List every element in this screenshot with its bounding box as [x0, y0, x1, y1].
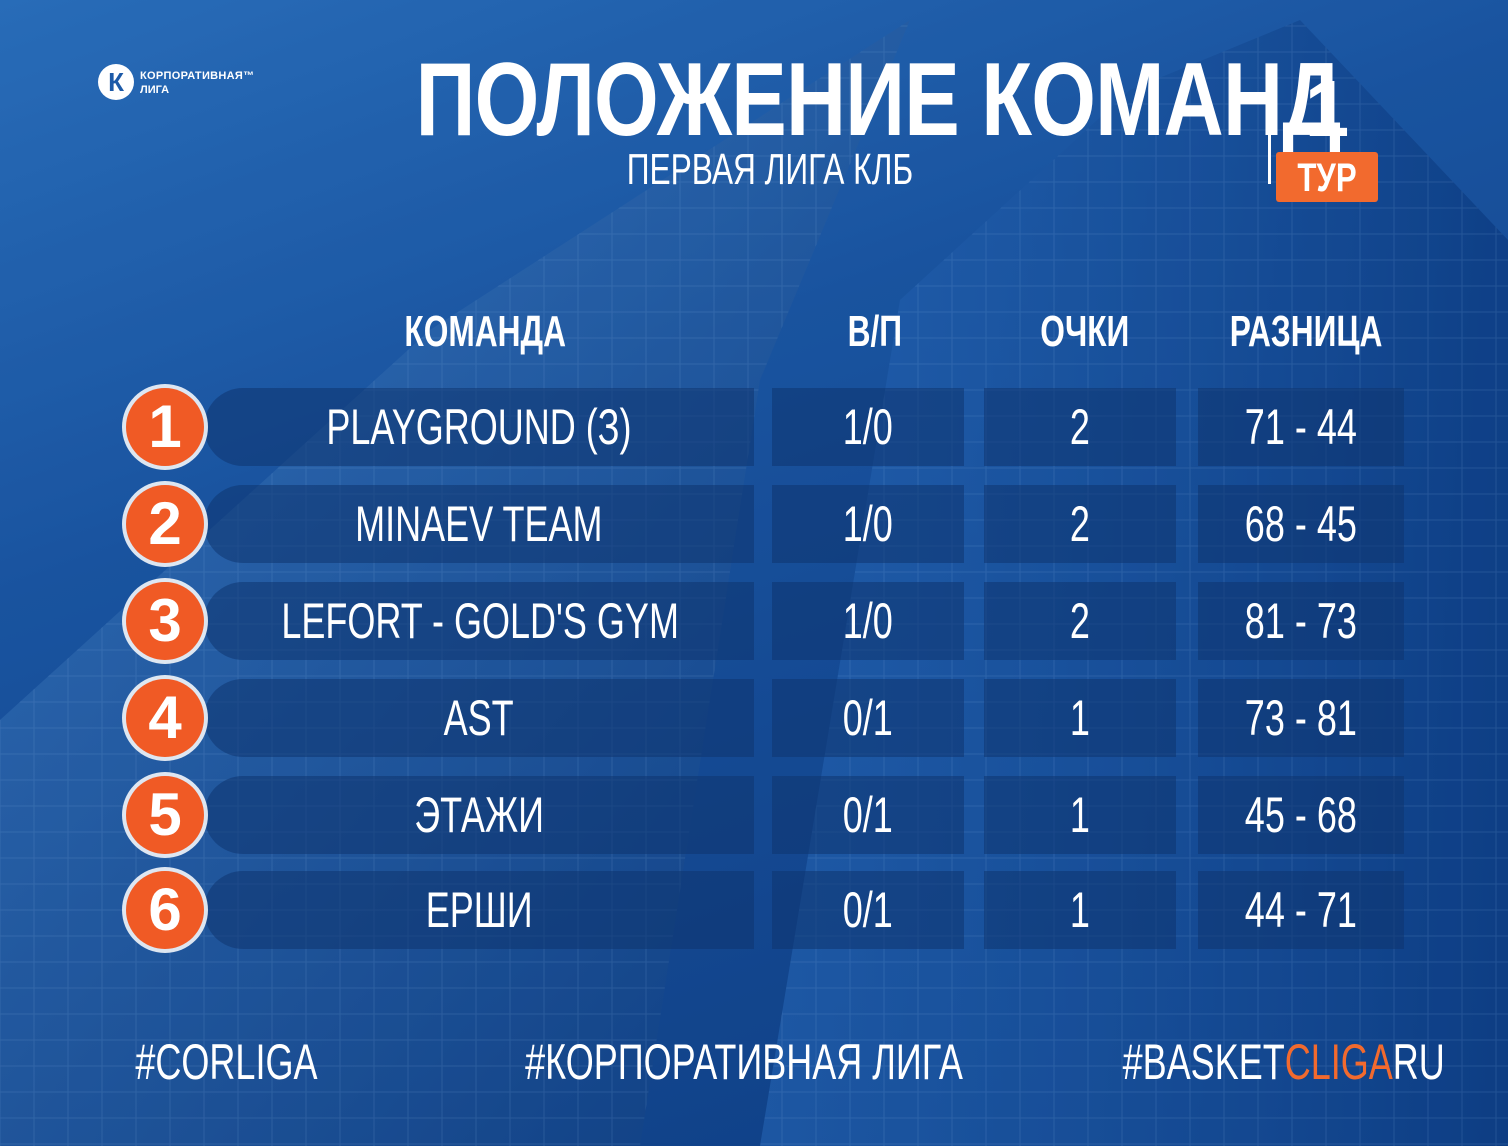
logo-text-line1: КОРПОРАТИВНАЯ™: [140, 70, 255, 82]
row-strip: [1198, 388, 1404, 466]
row-strip: [984, 679, 1176, 757]
table-row: 1 PLAYGROUND (З) 1/0 2 71 - 44: [0, 388, 1508, 466]
column-header-wl: В/П: [847, 307, 903, 356]
header-divider: [1268, 74, 1271, 184]
wins-losses: 0/1: [842, 882, 894, 938]
team-name: ЕРШИ: [425, 882, 533, 938]
table-row: 6 ЕРШИ 0/1 1 44 - 71: [0, 871, 1508, 949]
row-strip: [772, 485, 964, 563]
row-strip: [204, 485, 754, 563]
row-strip: [772, 776, 964, 854]
wins-losses: 1/0: [842, 593, 894, 649]
page-subtitle: ПЕРВАЯ ЛИГА КЛБ: [626, 145, 914, 194]
table-row: 5 ЭТАЖИ 0/1 1 45 - 68: [0, 776, 1508, 854]
hashtag-corporate-league: #КОРПОРАТИВНАЯ ЛИГА: [525, 1034, 963, 1090]
round-number: 1: [1304, 64, 1350, 153]
row-strip: [1198, 871, 1404, 949]
league-logo: К КОРПОРАТИВНАЯ™ ЛИГА: [98, 64, 298, 104]
rank-badge: 1: [126, 388, 204, 466]
hashtag-part-ru: RU: [1392, 1034, 1445, 1090]
column-header-diff: РАЗНИЦА: [1229, 307, 1383, 356]
hashtag-part-basket: #BASKET: [1122, 1034, 1285, 1090]
rank-badge: 2: [126, 485, 204, 563]
row-strip: [1198, 485, 1404, 563]
row-strip: [204, 776, 754, 854]
row-strip: [204, 679, 754, 757]
row-strip: [772, 679, 964, 757]
page-title: ПОЛОЖЕНИЕ КОМАНД: [415, 42, 1342, 158]
hashtag-part-cliga: CLIGA: [1284, 1034, 1393, 1090]
points: 2: [1069, 399, 1091, 455]
points: 1: [1069, 690, 1091, 746]
column-header-points: ОЧКИ: [1040, 307, 1130, 356]
hashtag-basketcligaru: #BASKETCLIGARU: [1060, 1030, 1445, 1094]
team-name: LEFORT - GOLD'S GYM: [281, 593, 679, 649]
row-strip: [772, 582, 964, 660]
score-difference: 68 - 45: [1244, 496, 1358, 552]
row-strip: [772, 388, 964, 466]
row-strip: [984, 776, 1176, 854]
wins-losses: 1/0: [842, 496, 894, 552]
table-row: 3 LEFORT - GOLD'S GYM 1/0 2 81 - 73: [0, 582, 1508, 660]
row-strip: [1198, 582, 1404, 660]
wins-losses: 1/0: [842, 399, 894, 455]
team-name: AST: [443, 690, 515, 746]
wins-losses: 0/1: [842, 690, 894, 746]
row-strip: [984, 871, 1176, 949]
row-strip: [1198, 776, 1404, 854]
points: 2: [1069, 496, 1091, 552]
team-name: PLAYGROUND (З): [326, 399, 632, 455]
wins-losses: 0/1: [842, 787, 894, 843]
rank-badge: 4: [126, 679, 204, 757]
rank-badge: 3: [126, 582, 204, 660]
logo-text-line2: ЛИГА: [140, 84, 170, 96]
row-strip: [1198, 679, 1404, 757]
score-difference: 71 - 44: [1244, 399, 1358, 455]
score-difference: 45 - 68: [1244, 787, 1358, 843]
row-strip: [984, 485, 1176, 563]
row-strip: [204, 388, 754, 466]
table-row: 2 MINAEV TEAM 1/0 2 68 - 45: [0, 485, 1508, 563]
points: 1: [1069, 882, 1091, 938]
row-strip: [204, 871, 754, 949]
team-name: MINAEV TEAM: [355, 496, 603, 552]
rank-badge: 5: [126, 776, 204, 854]
team-name: ЭТАЖИ: [414, 787, 544, 843]
points: 2: [1069, 593, 1091, 649]
table-row: 4 AST 0/1 1 73 - 81: [0, 679, 1508, 757]
row-strip: [984, 582, 1176, 660]
score-difference: 81 - 73: [1244, 593, 1358, 649]
rank-badge: 6: [126, 871, 204, 949]
row-strip: [984, 388, 1176, 466]
row-strip: [772, 871, 964, 949]
column-header-team: КОМАНДА: [404, 307, 566, 356]
round-label-badge: ТУР: [1276, 152, 1378, 202]
score-difference: 44 - 71: [1244, 882, 1358, 938]
hashtag-corliga: #CORLIGA: [135, 1034, 318, 1090]
row-strip: [204, 582, 754, 660]
points: 1: [1069, 787, 1091, 843]
score-difference: 73 - 81: [1244, 690, 1358, 746]
logo-mark-icon: К: [98, 64, 134, 100]
